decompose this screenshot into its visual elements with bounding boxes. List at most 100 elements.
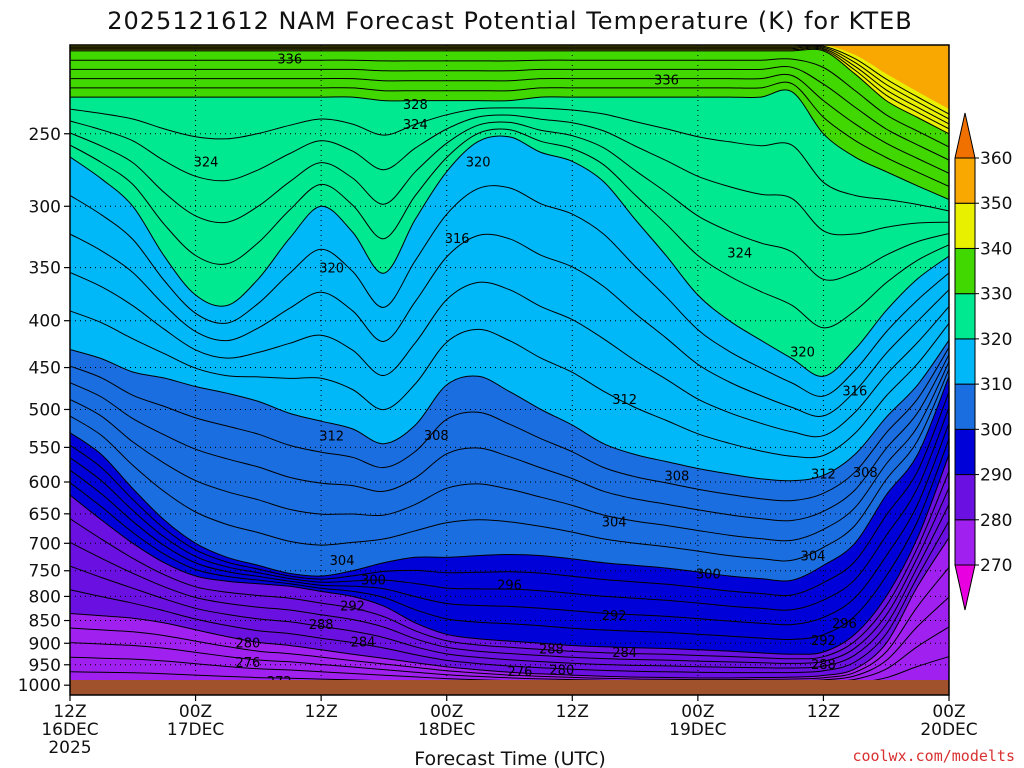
contour-label: 316 [842,385,867,400]
contour-line [70,272,949,438]
contour-line [70,47,949,130]
y-tick-label: 300 [29,197,61,217]
contour-line [70,566,949,681]
contour-label: 296 [497,578,522,593]
x-tick-label: 00Z [179,702,212,722]
contour-line [70,135,949,377]
x-tick-label: 00Z [932,702,965,722]
contour-label: 300 [696,567,721,582]
y-tick-label: 700 [29,534,61,554]
contour-line [70,537,949,679]
x-tick-label: 16DEC [41,720,98,740]
colorbar-label: 340 [980,239,1012,259]
contour-label: 312 [811,467,836,482]
contour-line [70,45,949,115]
colorbar-label: 360 [980,149,1012,169]
contour-label: 336 [277,53,302,68]
colorbar-segment [954,519,976,566]
isotherm-lines [70,45,949,687]
y-tick-label: 250 [29,125,61,145]
x-axis-title: Forecast Time (UTC) [414,748,605,768]
contour-label: 276 [508,665,533,680]
x-tick-label: 12Z [807,702,840,722]
contour-label: 304 [801,550,826,565]
contour-label: 276 [235,656,260,671]
contour-line [70,310,949,459]
chart-title: 2025121612 NAM Forecast Potential Temper… [107,7,913,35]
x-tick-label: 19DEC [669,720,726,740]
contour-label: 320 [466,155,491,170]
contour-label: 300 [361,574,386,589]
contour-labels: 336 336 328 324 324 320 316 320 324 320 316 312 312 3… [194,53,878,690]
x-tick-label: 00Z [430,702,463,722]
contour-line [70,471,949,660]
plot-frame [69,44,950,696]
contour-label: 336 [654,73,679,88]
contour-line [70,354,949,522]
contour-label: 280 [235,636,260,651]
contour-label: 292 [811,634,836,649]
colorbar-top-cap [954,112,976,159]
colorbar-segment [954,247,976,295]
contour-label: 308 [665,469,690,484]
colorbar-segment [954,202,976,249]
contour-label: 308 [424,429,449,444]
contour-line [70,46,949,125]
y-tick-label: 850 [29,612,61,632]
contour-line [70,423,949,626]
x-tick-label: 00Z [681,702,714,722]
contour-label: 316 [445,232,470,247]
contour-line [70,58,949,148]
contour-label: 304 [330,554,355,569]
y-tick-label: 950 [29,656,61,676]
colorbar-bottom-cap [954,564,976,611]
y-tick-label: 550 [29,438,61,458]
contour-line [70,128,949,329]
contour-label: 288 [811,658,836,673]
contour-label: 288 [539,643,564,658]
x-tick-label: 12Z [556,702,589,722]
contour-line [70,185,949,397]
contour-label: 324 [194,155,219,170]
contour-label: 280 [549,663,574,678]
contour-label: 328 [403,98,428,113]
x-tick-label: 17DEC [167,720,224,740]
contour-label: 292 [602,609,627,624]
contour-label: 324 [403,118,428,133]
x-tick-label: 12Z [53,702,86,722]
y-tick-label: 350 [29,259,61,279]
contour-line [70,376,949,582]
colorbar-segment [954,428,976,476]
contour-label: 284 [351,635,376,650]
colorbar-segment [954,157,976,204]
colorbar-label: 280 [980,511,1012,531]
contour-line [70,487,949,664]
y-tick-label: 650 [29,505,61,525]
contour-line [70,233,949,417]
contour-label: 304 [602,516,627,531]
colorbar-label: 330 [980,285,1012,305]
y-tick-label: 800 [29,587,61,607]
contour-line [70,107,949,212]
x-tick-label: 2025 [48,738,91,758]
x-tick-label: 18DEC [418,720,475,740]
contour-label: 324 [727,247,752,262]
y-tick-label: 750 [29,562,61,582]
contour-line [70,520,949,674]
contour-line [70,48,949,135]
contour-line [70,391,949,597]
contour-line [70,438,949,641]
colorbar-label: 300 [980,420,1012,440]
colorbar: 270 280 290 300 310 320 330 340 350 360 [954,112,1012,611]
contour-line [70,114,949,236]
colorbar-label: 310 [980,375,1012,395]
colorbar-label: 290 [980,466,1012,486]
colorbar-segment [954,383,976,430]
contour-label: 308 [853,466,878,481]
y-tick-label: 1000 [18,676,61,696]
x-tick-label: 12Z [305,702,338,722]
band-above-320 [70,45,949,377]
contour-line [70,347,949,502]
grid-lines [70,45,949,695]
